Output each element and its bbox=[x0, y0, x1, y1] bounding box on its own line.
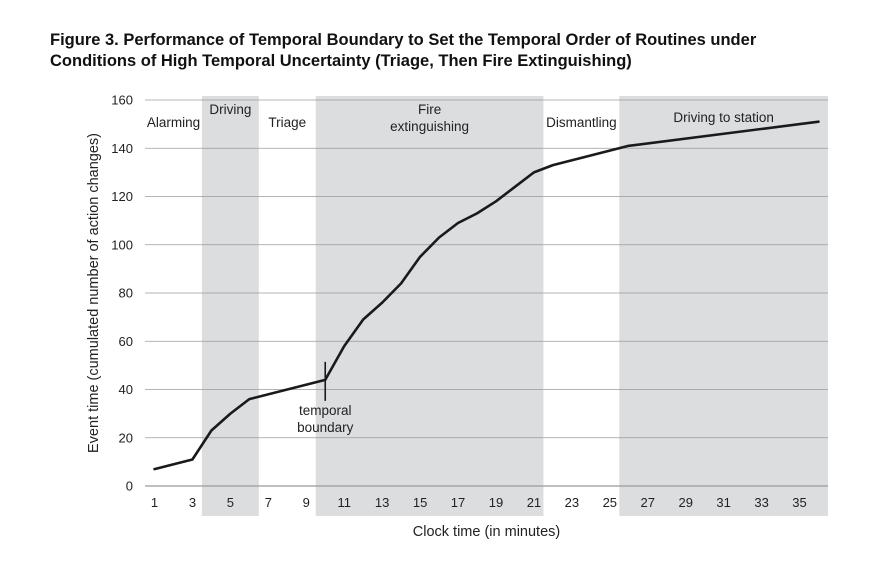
y-tick-label-20: 20 bbox=[119, 430, 133, 445]
x-tick-label-31: 31 bbox=[716, 495, 730, 510]
x-tick-label-15: 15 bbox=[413, 495, 427, 510]
phase-shading bbox=[201, 96, 828, 516]
y-tick-label-120: 120 bbox=[111, 189, 133, 204]
phase-label-3-1: extinguishing bbox=[390, 119, 469, 134]
y-tick-label-40: 40 bbox=[119, 382, 133, 397]
x-tick-label-17: 17 bbox=[451, 495, 465, 510]
x-tick-label-7: 7 bbox=[265, 495, 272, 510]
y-tick-label-160: 160 bbox=[111, 93, 133, 108]
x-tick-label-13: 13 bbox=[375, 495, 389, 510]
x-tick-label-21: 21 bbox=[527, 495, 541, 510]
series-line-0 bbox=[153, 120, 820, 471]
chart-title-line-1: Figure 3. Performance of Temporal Bounda… bbox=[50, 31, 757, 49]
x-tick-label-33: 33 bbox=[754, 495, 768, 510]
x-tick-label-29: 29 bbox=[678, 495, 692, 510]
y-axis-tick-labels: 0 20 40 60 80 100 120 140 160 bbox=[111, 93, 133, 494]
y-tick-label-0: 0 bbox=[126, 479, 133, 494]
x-tick-label-27: 27 bbox=[641, 495, 655, 510]
x-tick-label-11: 11 bbox=[337, 495, 351, 510]
phase-label-3-0: Fire bbox=[418, 102, 441, 117]
x-tick-label-25: 25 bbox=[603, 495, 617, 510]
x-tick-label-5: 5 bbox=[227, 495, 234, 510]
phase-shade-5 bbox=[619, 96, 828, 516]
phase-label-1-0: Driving bbox=[209, 102, 251, 117]
chart-title-line-2: Conditions of High Temporal Uncertainty … bbox=[50, 52, 632, 70]
y-tick-label-60: 60 bbox=[119, 334, 133, 349]
y-tick-label-140: 140 bbox=[111, 141, 133, 156]
x-tick-label-23: 23 bbox=[565, 495, 579, 510]
chart-title: Figure 3. Performance of Temporal Bounda… bbox=[50, 30, 880, 72]
annotation-label-0-0: temporal bbox=[299, 403, 352, 418]
x-tick-label-35: 35 bbox=[792, 495, 806, 510]
horizontal-gridlines bbox=[145, 99, 828, 487]
x-axis-label: Clock time (in minutes) bbox=[413, 524, 560, 540]
phase-labels: Alarming Driving Triage Fire extinguishing Di… bbox=[147, 102, 774, 134]
phase-label-5-0: Driving to station bbox=[673, 110, 774, 125]
annotation-label-0-1: boundary bbox=[297, 420, 354, 435]
x-tick-label-19: 19 bbox=[489, 495, 503, 510]
phase-shade-3 bbox=[315, 96, 544, 516]
x-tick-label-1: 1 bbox=[151, 495, 158, 510]
phase-label-2-0: Triage bbox=[268, 115, 306, 130]
annotations: temporal boundary bbox=[297, 361, 354, 435]
x-axis-tick-labels: 1 3 5 7 9 11 13 15 17 19 21 23 25 27 29 31 33 35 bbox=[151, 495, 807, 510]
y-tick-label-80: 80 bbox=[119, 286, 133, 301]
phase-label-4-0: Dismantling bbox=[546, 115, 617, 130]
x-tick-label-3: 3 bbox=[189, 495, 196, 510]
y-axis-label: Event time (cumulated number of action c… bbox=[86, 133, 102, 453]
phase-label-0-0: Alarming bbox=[147, 115, 200, 130]
y-tick-label-100: 100 bbox=[111, 237, 133, 252]
x-tick-label-9: 9 bbox=[303, 495, 310, 510]
data-series bbox=[153, 120, 820, 471]
phase-shade-1 bbox=[201, 96, 259, 516]
